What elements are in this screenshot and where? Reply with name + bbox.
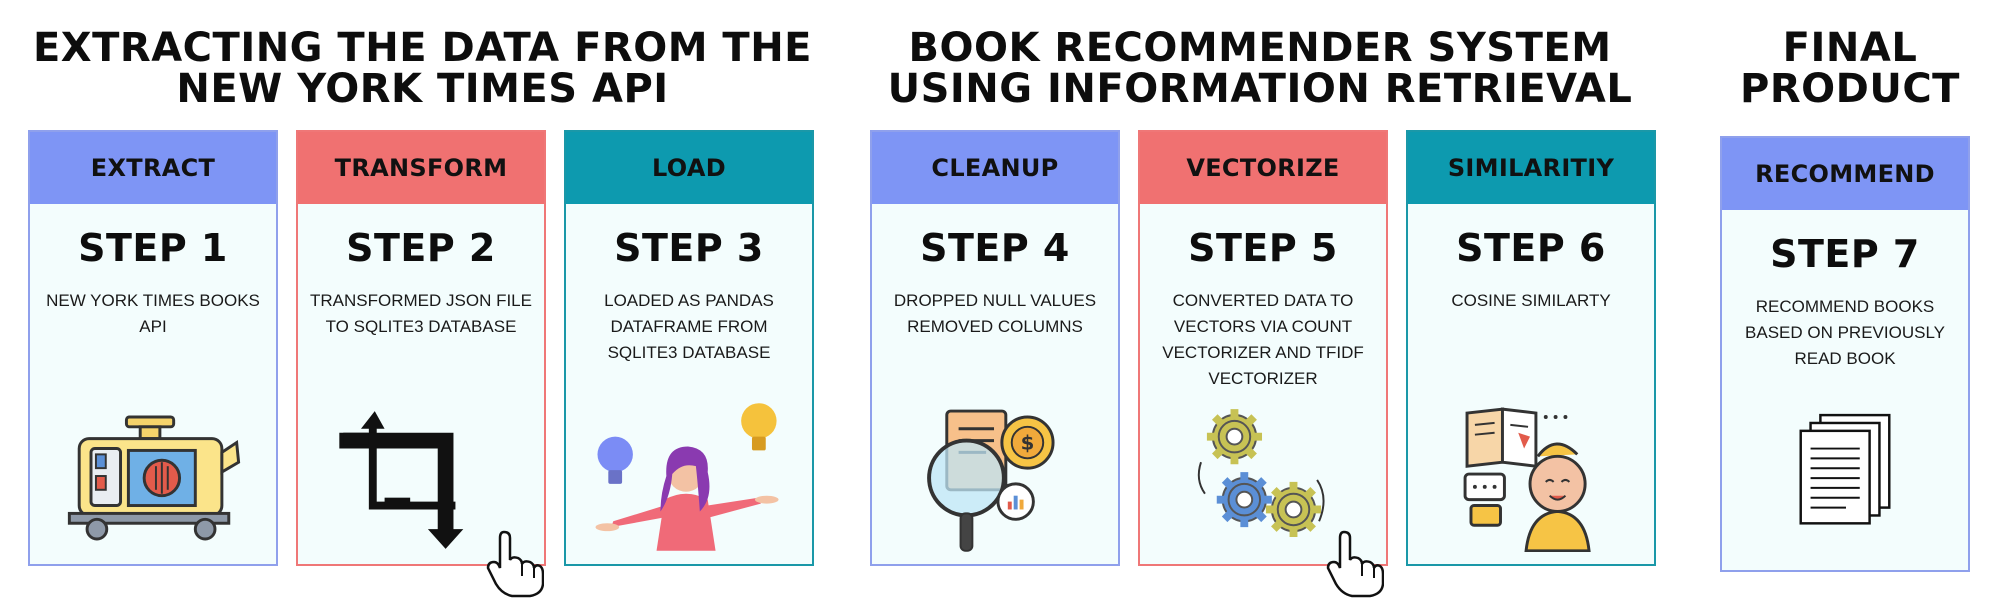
- card-step-6: SIMILARITIY STEP 6 COSINE SIMILARTY: [1406, 130, 1656, 566]
- step-description: DROPPED NULL VALUES REMOVED COLUMNS: [893, 291, 1097, 336]
- card-step-5: VECTORIZE STEP 5 CONVERTED DATA TO VECTO…: [1138, 130, 1388, 566]
- step-description: LOADED AS PANDAS DATAFRAME FROM SQLITE3 …: [604, 291, 774, 362]
- card-header-transform: TRANSFORM: [298, 132, 544, 204]
- hand-cursor-icon: [486, 530, 544, 598]
- card-header-extract: EXTRACT: [30, 132, 276, 204]
- reader-thinking-icon: [1463, 407, 1591, 552]
- section-title-extracting: EXTRACTING THE DATA FROM THE NEW YORK TI…: [32, 25, 813, 112]
- magnifier-document-icon: $: [927, 409, 1055, 552]
- step-description: CONVERTED DATA TO VECTORS VIA COUNT VECT…: [1162, 291, 1364, 388]
- svg-text:$: $: [1021, 431, 1035, 454]
- step-description: RECOMMEND BOOKS BASED ON PREVIOUSLY READ…: [1745, 297, 1945, 368]
- section-title-final-product: FINAL PRODUCT: [1740, 25, 1960, 112]
- step-number: STEP 6: [1456, 226, 1606, 270]
- card-header-cleanup: CLEANUP: [872, 132, 1118, 204]
- card-step-4: CLEANUP STEP 4 DROPPED NULL VALUES REMOV…: [870, 130, 1120, 566]
- card-step-7: RECOMMEND STEP 7 RECOMMEND BOOKS BASED O…: [1720, 136, 1970, 572]
- step-number: STEP 4: [920, 226, 1070, 270]
- step-description: COSINE SIMILARTY: [1451, 291, 1611, 310]
- card-header-similarity: SIMILARITIY: [1408, 132, 1654, 204]
- step-number: STEP 1: [78, 226, 228, 270]
- step-number: STEP 2: [346, 226, 496, 270]
- gears-icon: [1197, 409, 1325, 538]
- generator-icon: [67, 415, 241, 541]
- section-title-recommender: BOOK RECOMMENDER SYSTEM USING INFORMATIO…: [887, 25, 1633, 112]
- crop-transform-icon: [339, 411, 464, 549]
- step-description: TRANSFORMED JSON FILE TO SQLITE3 DATABAS…: [310, 291, 532, 336]
- step-description: NEW YORK TIMES BOOKS API: [46, 291, 260, 336]
- card-step-1: EXTRACT STEP 1 NEW YORK TIMES BOOKS API: [28, 130, 278, 566]
- card-step-3: LOAD STEP 3 LOADED AS PANDAS DATAFRAME F…: [564, 130, 814, 566]
- step-number: STEP 5: [1188, 226, 1338, 270]
- card-header-load: LOAD: [566, 132, 812, 204]
- card-header-vectorize: VECTORIZE: [1140, 132, 1386, 204]
- card-step-2: TRANSFORM STEP 2 TRANSFORMED JSON FILE T…: [296, 130, 546, 566]
- hand-cursor-icon: [1326, 530, 1384, 598]
- step-number: STEP 3: [614, 226, 764, 270]
- documents-stack-icon: [1799, 413, 1891, 525]
- card-header-recommend: RECOMMEND: [1722, 138, 1968, 210]
- person-ideas-icon: [595, 403, 779, 551]
- step-number: STEP 7: [1770, 232, 1920, 276]
